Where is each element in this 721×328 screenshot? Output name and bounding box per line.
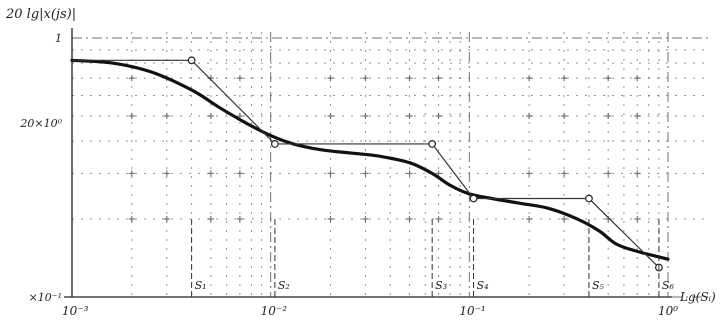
grid-plus-mark xyxy=(362,216,369,223)
breakpoint-marker xyxy=(428,140,437,148)
y-tick-label: 20×10⁰ xyxy=(19,117,62,130)
grid-plus-mark xyxy=(207,216,214,223)
grid-plus-mark xyxy=(362,75,369,82)
grid-plus-mark xyxy=(435,216,442,223)
grid-plus-mark xyxy=(561,112,568,119)
grid-plus-mark xyxy=(128,216,135,223)
breakpoint-label: S₂ xyxy=(278,279,290,292)
grid-plus-mark xyxy=(236,75,243,82)
grid-plus-mark xyxy=(561,170,568,177)
grid-plus-mark xyxy=(406,170,413,177)
grid-plus-mark xyxy=(163,216,170,223)
grid-plus-mark xyxy=(435,170,442,177)
grid-plus-mark xyxy=(605,170,612,177)
grid-plus-mark xyxy=(561,216,568,223)
grid-plus-mark xyxy=(634,216,641,223)
grid-plus-mark xyxy=(362,112,369,119)
breakpoint-label: S₁ xyxy=(195,279,207,292)
grid-plus-mark xyxy=(634,170,641,177)
grid-plus-mark xyxy=(435,75,442,82)
grid-plus-mark xyxy=(526,216,533,223)
breakpoint-marker xyxy=(469,194,478,203)
grid-plus-mark xyxy=(634,75,641,82)
asymptote-polyline xyxy=(72,59,660,268)
grid-plus-mark xyxy=(236,216,243,223)
grid-plus-mark xyxy=(207,170,214,177)
breakpoint-label: S₆ xyxy=(662,279,675,292)
grid-plus-mark xyxy=(128,75,135,82)
y-axis-label: 20 lg|x(js)| xyxy=(5,7,76,22)
grid-plus-mark xyxy=(406,75,413,82)
x-axis-label: Lg(Sᵢ) xyxy=(679,290,716,304)
grid-plus-mark xyxy=(605,75,612,82)
annotation-layer: S₁ S₂ S₃ S₄ S₅ S₆ xyxy=(191,219,675,297)
grid-plus-mark xyxy=(163,112,170,119)
breakpoint-label: S₃ xyxy=(435,279,447,292)
grid-plus-mark xyxy=(327,170,334,177)
x-tick-label: 10⁻³ xyxy=(62,304,89,318)
grid-plus-mark xyxy=(406,216,413,223)
grid-layer xyxy=(71,32,708,298)
breakpoint-label: S₅ xyxy=(592,279,605,292)
breakpoint-marker xyxy=(187,56,196,65)
grid-plus-mark xyxy=(435,112,442,119)
grid-plus-mark xyxy=(362,170,369,177)
grid-plus-mark xyxy=(406,112,413,119)
grid-plus-mark xyxy=(605,112,612,119)
grid-plus-mark xyxy=(327,75,334,82)
x-tick-label: 10⁰ xyxy=(658,304,678,318)
grid-plus-mark xyxy=(327,216,334,223)
grid-plus-mark xyxy=(128,170,135,177)
breakpoint-marker xyxy=(585,194,593,203)
breakpoint-marker xyxy=(270,140,279,148)
y-tick-label: ×10⁻¹ xyxy=(29,291,62,304)
breakpoint-label: S₄ xyxy=(477,279,489,292)
grid-plus-mark xyxy=(526,170,533,177)
series-layer xyxy=(70,56,670,272)
grid-plus-mark xyxy=(327,112,334,119)
y-tick-label: 1 xyxy=(55,32,62,45)
grid-plus-mark xyxy=(236,170,243,177)
smooth-response-curve xyxy=(70,58,670,261)
tick-label-layer: 10⁻³ 10⁻² 10⁻¹ 10⁰ 1 20×10⁰ ×10⁻¹ xyxy=(19,32,678,318)
grid-plus-mark xyxy=(526,112,533,119)
x-tick-label: 10⁻² xyxy=(261,304,288,318)
grid-plus-mark xyxy=(561,75,568,82)
grid-plus-mark xyxy=(163,170,170,177)
grid-plus-mark xyxy=(634,112,641,119)
axes-layer xyxy=(64,28,672,298)
grid-plus-mark xyxy=(128,112,135,119)
grid-plus-mark xyxy=(207,112,214,119)
grid-plus-mark xyxy=(526,75,533,82)
x-tick-label: 10⁻¹ xyxy=(459,304,485,318)
